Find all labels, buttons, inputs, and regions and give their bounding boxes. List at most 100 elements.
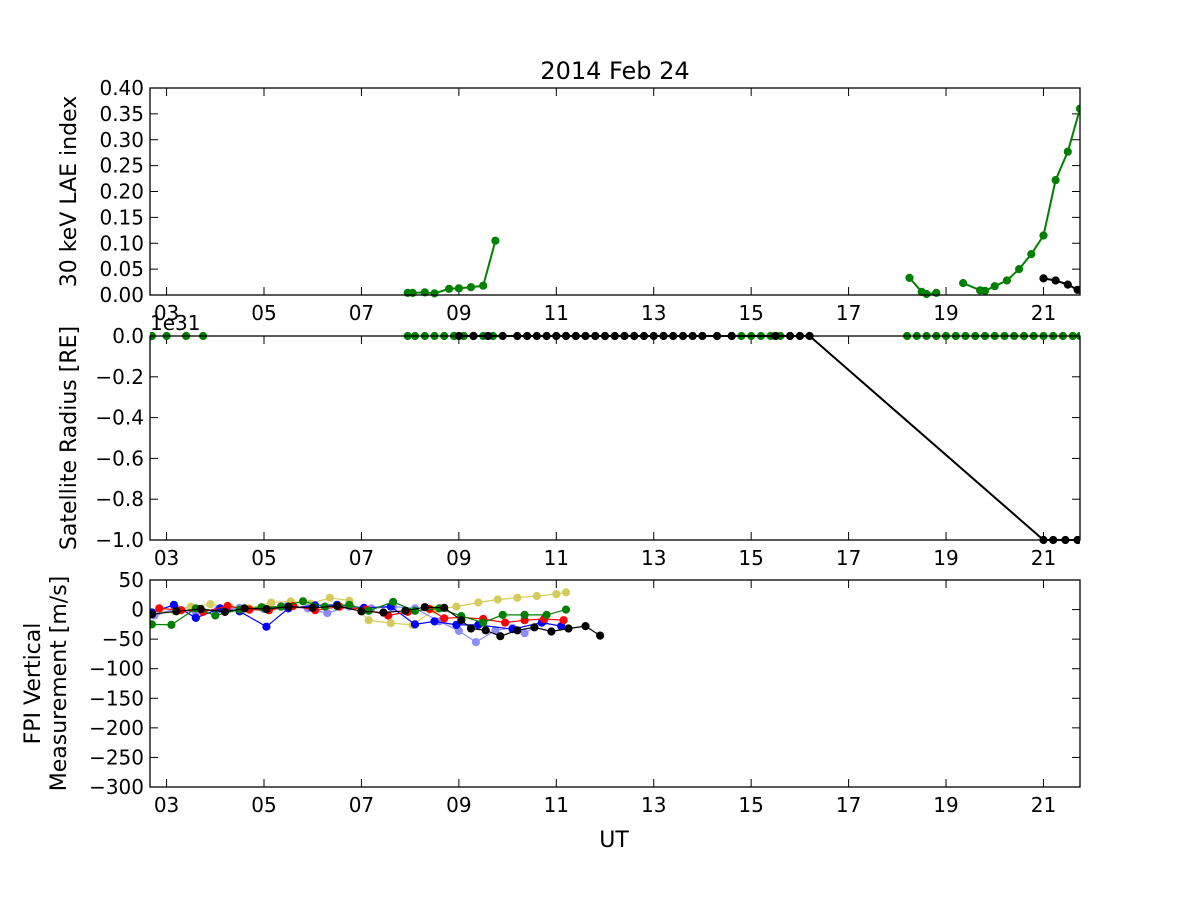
x-tick-label: 15 [738,546,763,570]
x-tick-label: 13 [641,546,666,570]
data-point [564,624,573,633]
x-tick-label: 07 [349,793,374,817]
x-tick-label: 19 [933,301,958,325]
data-point [547,627,556,636]
x-tick-label: 07 [349,301,374,325]
y-tick-label: 0.20 [99,180,144,204]
data-point [491,236,500,245]
x-tick-label: 15 [738,793,763,817]
x-tick-label: 09 [446,546,471,570]
y-tick-label: −200 [89,716,144,740]
x-tick-label: 13 [641,301,666,325]
x-tick-label: 05 [251,793,276,817]
figure-title: 2014 Feb 24 [540,57,689,85]
data-point [520,629,529,638]
data-point [298,597,308,606]
x-tick-label: 05 [251,546,276,570]
data-point [420,288,429,297]
y-tick-label: −0.2 [95,365,144,389]
data-point [167,620,176,630]
data-point [922,289,931,299]
y-tick-label: −50 [102,627,144,651]
data-point [445,284,454,293]
y-tick-label: −150 [89,686,144,710]
data-point [466,283,476,292]
y-tick-label: 0 [131,598,144,622]
y-tick-label: 0.00 [99,283,144,307]
data-point [379,608,388,617]
plot-frame [149,335,1081,541]
data-point [1063,147,1072,156]
data-point [196,604,205,614]
y-tick-label: −0.6 [95,446,144,470]
x-tick-label: 03 [154,793,179,817]
y-tick-label: 0.40 [99,76,144,100]
y-tick-label: −0.4 [95,406,144,430]
series-black [150,601,605,641]
x-tick-label: 17 [836,301,861,325]
data-point [479,618,488,627]
data-point [1051,176,1060,185]
data-point [552,590,561,599]
data-point [440,603,449,612]
y-tick-label: −300 [89,775,144,799]
x-tick-label: 21 [1031,546,1056,570]
data-point [1051,276,1060,285]
x-axis-label: UT [599,828,629,853]
x-tick-label: 11 [544,301,569,325]
x-tick-label: 03 [154,546,179,570]
data-point [284,602,293,611]
series-lightblue [150,602,549,647]
y-tick-label: 0.10 [99,231,144,255]
data-point [386,619,395,628]
data-point [542,610,551,620]
x-tick-label: 21 [1031,793,1056,817]
data-point [479,281,488,290]
data-point [596,631,605,640]
data-point [513,593,522,602]
x-tick-label: 11 [544,546,569,570]
data-point [1075,104,1080,113]
x-tick-label: 21 [1031,301,1056,325]
data-point [454,284,463,293]
data-point [308,603,317,612]
series-green [905,273,941,299]
series-line [458,335,1078,541]
data-point [420,603,429,612]
panel-2: −1.0 −0.8 −0.6 −0.4 −0.2 0.0 03 05 07 09 11 13 15 17 1… [57,311,1081,570]
data-point [474,598,483,607]
data-point [530,623,539,632]
y-tick-label: 0.25 [99,154,144,178]
y-tick-label: −100 [89,657,144,681]
x-tick-label: 17 [836,793,861,817]
data-point [1073,285,1080,294]
data-point [440,614,449,623]
data-point [561,588,571,597]
data-point [206,600,215,609]
data-point [364,616,373,625]
y-tick-label: −1.0 [95,528,144,552]
data-point [240,604,249,613]
data-point [980,286,990,295]
data-point [471,638,480,647]
panel-1: 0.000.050.100.150.200.250.300.350.40 03 05… [57,76,1081,325]
data-point [211,611,220,620]
data-point [1063,280,1072,289]
data-point [466,624,476,633]
data-point [155,604,164,613]
data-point [532,591,541,601]
data-point [990,282,999,291]
data-point [1039,231,1048,240]
data-point [364,606,373,615]
data-point [333,601,342,611]
plot-frame [149,87,1081,296]
x-tick-label: 13 [641,793,666,817]
data-point [520,610,529,620]
y-tick-label: −0.8 [95,487,144,511]
x-tick-label: 09 [446,301,471,325]
data-point [481,626,490,635]
x-tick-label: 15 [738,301,763,325]
data-point [357,607,366,616]
series-black [1039,274,1080,294]
